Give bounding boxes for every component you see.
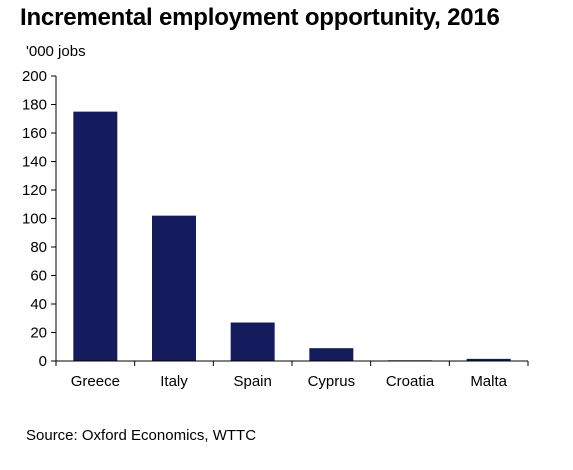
y-tick-label: 160 [22,125,47,142]
y-tick-label: 40 [30,296,47,313]
y-tick-label: 80 [30,239,47,256]
x-category-label: Italy [160,373,188,390]
y-tick-label: 0 [39,353,47,370]
bar-spain [230,322,275,361]
y-axis-unit-label: '000 jobs [26,43,86,60]
y-tick-label: 20 [30,325,47,342]
x-category-label: Malta [470,373,507,390]
y-ticks-group: 0 20 40 60 80 100 120 140 160 180 200 [22,68,56,370]
chart-title: Incremental employment opportunity, 2016 [20,4,500,31]
y-tick-label: 120 [22,182,47,199]
x-category-label: Croatia [386,373,435,390]
x-category-label: Greece [71,373,120,390]
bar-greece [73,111,118,361]
y-tick-label: 180 [22,97,47,114]
bar-italy [152,215,196,361]
y-tick-label: 140 [22,154,47,171]
source-note: Source: Oxford Economics, WTTC [26,427,257,444]
bar-cyprus [309,348,354,361]
bar-malta [466,358,511,361]
y-tick-label: 60 [30,268,47,285]
axes-group [55,76,528,362]
bar-chart: 0 20 40 60 80 100 120 140 160 180 200 Greece Italy S… [22,68,529,390]
y-tick-label: 100 [22,211,47,228]
bars-group [73,111,511,361]
y-tick-label: 200 [22,68,47,85]
x-labels-group: Greece Italy Spain Cyprus Croatia Malta [55,361,529,390]
x-category-label: Cyprus [308,373,356,390]
x-category-label: Spain [233,373,271,390]
